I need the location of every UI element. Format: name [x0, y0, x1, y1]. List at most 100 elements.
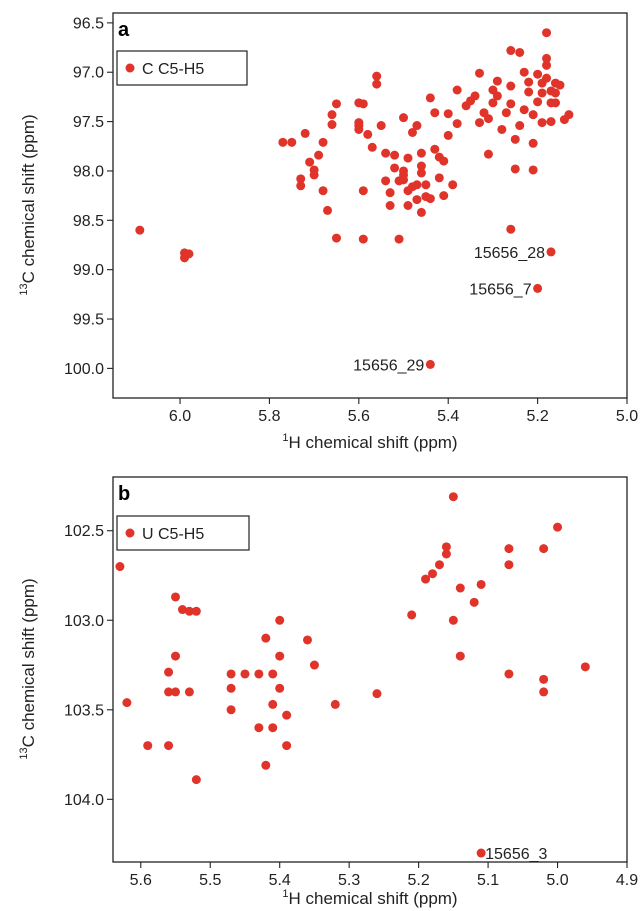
data-point — [330, 699, 340, 709]
data-point — [416, 161, 426, 171]
data-point — [314, 150, 324, 160]
data-point — [412, 121, 422, 131]
data-point — [452, 85, 462, 95]
data-point — [515, 121, 525, 131]
data-point — [539, 687, 549, 697]
data-point — [287, 137, 297, 147]
data-point — [385, 188, 395, 198]
data-point — [476, 579, 486, 589]
x-tick-label: 5.6 — [348, 408, 370, 425]
y-tick-label: 100.0 — [64, 361, 104, 378]
data-point — [533, 283, 543, 293]
data-point — [533, 69, 543, 79]
data-point — [331, 233, 341, 243]
y-tick-label: 98.5 — [73, 213, 104, 230]
panel-a-legend-box — [116, 50, 248, 86]
data-point — [550, 98, 560, 108]
data-point — [452, 119, 462, 129]
panel-a-points — [135, 28, 574, 369]
data-point — [261, 760, 271, 770]
data-point — [399, 175, 409, 185]
data-point — [240, 669, 250, 679]
data-point — [539, 674, 549, 684]
data-point — [164, 687, 174, 697]
data-point — [519, 67, 529, 77]
data-point — [363, 129, 373, 139]
data-point — [358, 234, 368, 244]
data-point — [372, 71, 382, 81]
data-point — [475, 68, 485, 78]
data-point — [443, 109, 453, 119]
data-point — [358, 186, 368, 196]
panel-b-legend-marker — [125, 528, 135, 538]
x-tick-label: 5.0 — [546, 872, 568, 889]
data-point — [488, 98, 498, 108]
panel-a-y-axis-title: 13C chemical shift (ppm) — [18, 114, 38, 295]
x-tick-label: 5.2 — [407, 872, 429, 889]
data-point — [282, 710, 292, 720]
data-point — [542, 53, 552, 63]
panel-b-y-axis-text: C chemical shift (ppm) — [19, 578, 38, 747]
panel-a-y-ticks: 96.5 97.0 97.5 98.0 98.5 99.0 99.5 100.0 — [64, 15, 113, 378]
point-annotation: 15656_29 — [353, 357, 424, 374]
data-point — [542, 28, 552, 38]
data-point — [226, 705, 236, 715]
x-tick-label: 5.2 — [526, 408, 548, 425]
data-point — [282, 741, 292, 751]
data-point — [399, 113, 409, 123]
data-point — [403, 201, 413, 210]
data-point — [416, 148, 426, 158]
y-tick-label: 98.0 — [73, 163, 104, 180]
panel-b-y-axis-title: 13C chemical shift (ppm) — [18, 578, 38, 759]
data-point — [412, 180, 422, 190]
data-point — [309, 660, 319, 670]
data-point — [171, 651, 181, 661]
data-point — [515, 47, 525, 57]
data-point — [390, 163, 400, 173]
data-point — [296, 181, 306, 191]
data-point — [394, 234, 404, 244]
data-point — [191, 606, 201, 616]
data-point — [455, 583, 465, 593]
data-point — [122, 698, 132, 708]
data-point — [416, 168, 426, 178]
data-point — [506, 224, 516, 234]
panel-b-y-ticks: 102.5 103.0 103.5 104.0 — [64, 523, 113, 809]
data-point — [275, 615, 285, 625]
data-point — [542, 73, 552, 83]
data-point — [421, 180, 431, 190]
data-point — [143, 741, 153, 751]
data-point — [407, 610, 417, 620]
data-point — [164, 667, 174, 677]
y-tick-label: 102.5 — [64, 523, 104, 540]
data-point — [385, 201, 395, 210]
data-point — [504, 544, 514, 554]
data-point — [412, 195, 422, 205]
data-point — [448, 615, 458, 625]
x-tick-label: 5.5 — [199, 872, 221, 889]
panel-b-label: b — [118, 483, 130, 505]
data-point — [254, 723, 264, 733]
point-annotation: 15656_28 — [474, 245, 545, 262]
x-tick-label: 5.4 — [269, 872, 291, 889]
data-point — [580, 662, 590, 672]
data-point — [524, 87, 534, 97]
data-point — [448, 492, 458, 502]
data-point — [528, 138, 538, 148]
x-tick-label: 5.3 — [338, 872, 360, 889]
data-point — [184, 687, 194, 697]
panel-a-x-ticks: 6.0 5.8 5.6 5.4 5.2 5.0 — [169, 398, 638, 425]
y-tick-label: 97.5 — [73, 114, 104, 131]
data-point — [164, 741, 174, 751]
data-point — [421, 574, 431, 584]
data-point — [434, 173, 444, 183]
data-point — [403, 153, 413, 163]
panel-a-plot-frame — [112, 12, 628, 399]
panel-b-legend-box — [116, 515, 250, 551]
data-point — [506, 99, 516, 109]
data-point — [416, 207, 426, 217]
data-point — [475, 118, 485, 128]
data-point — [434, 560, 444, 570]
panel-b-x-axis-title: 1H chemical shift (ppm) — [282, 888, 457, 908]
data-point — [546, 247, 556, 257]
